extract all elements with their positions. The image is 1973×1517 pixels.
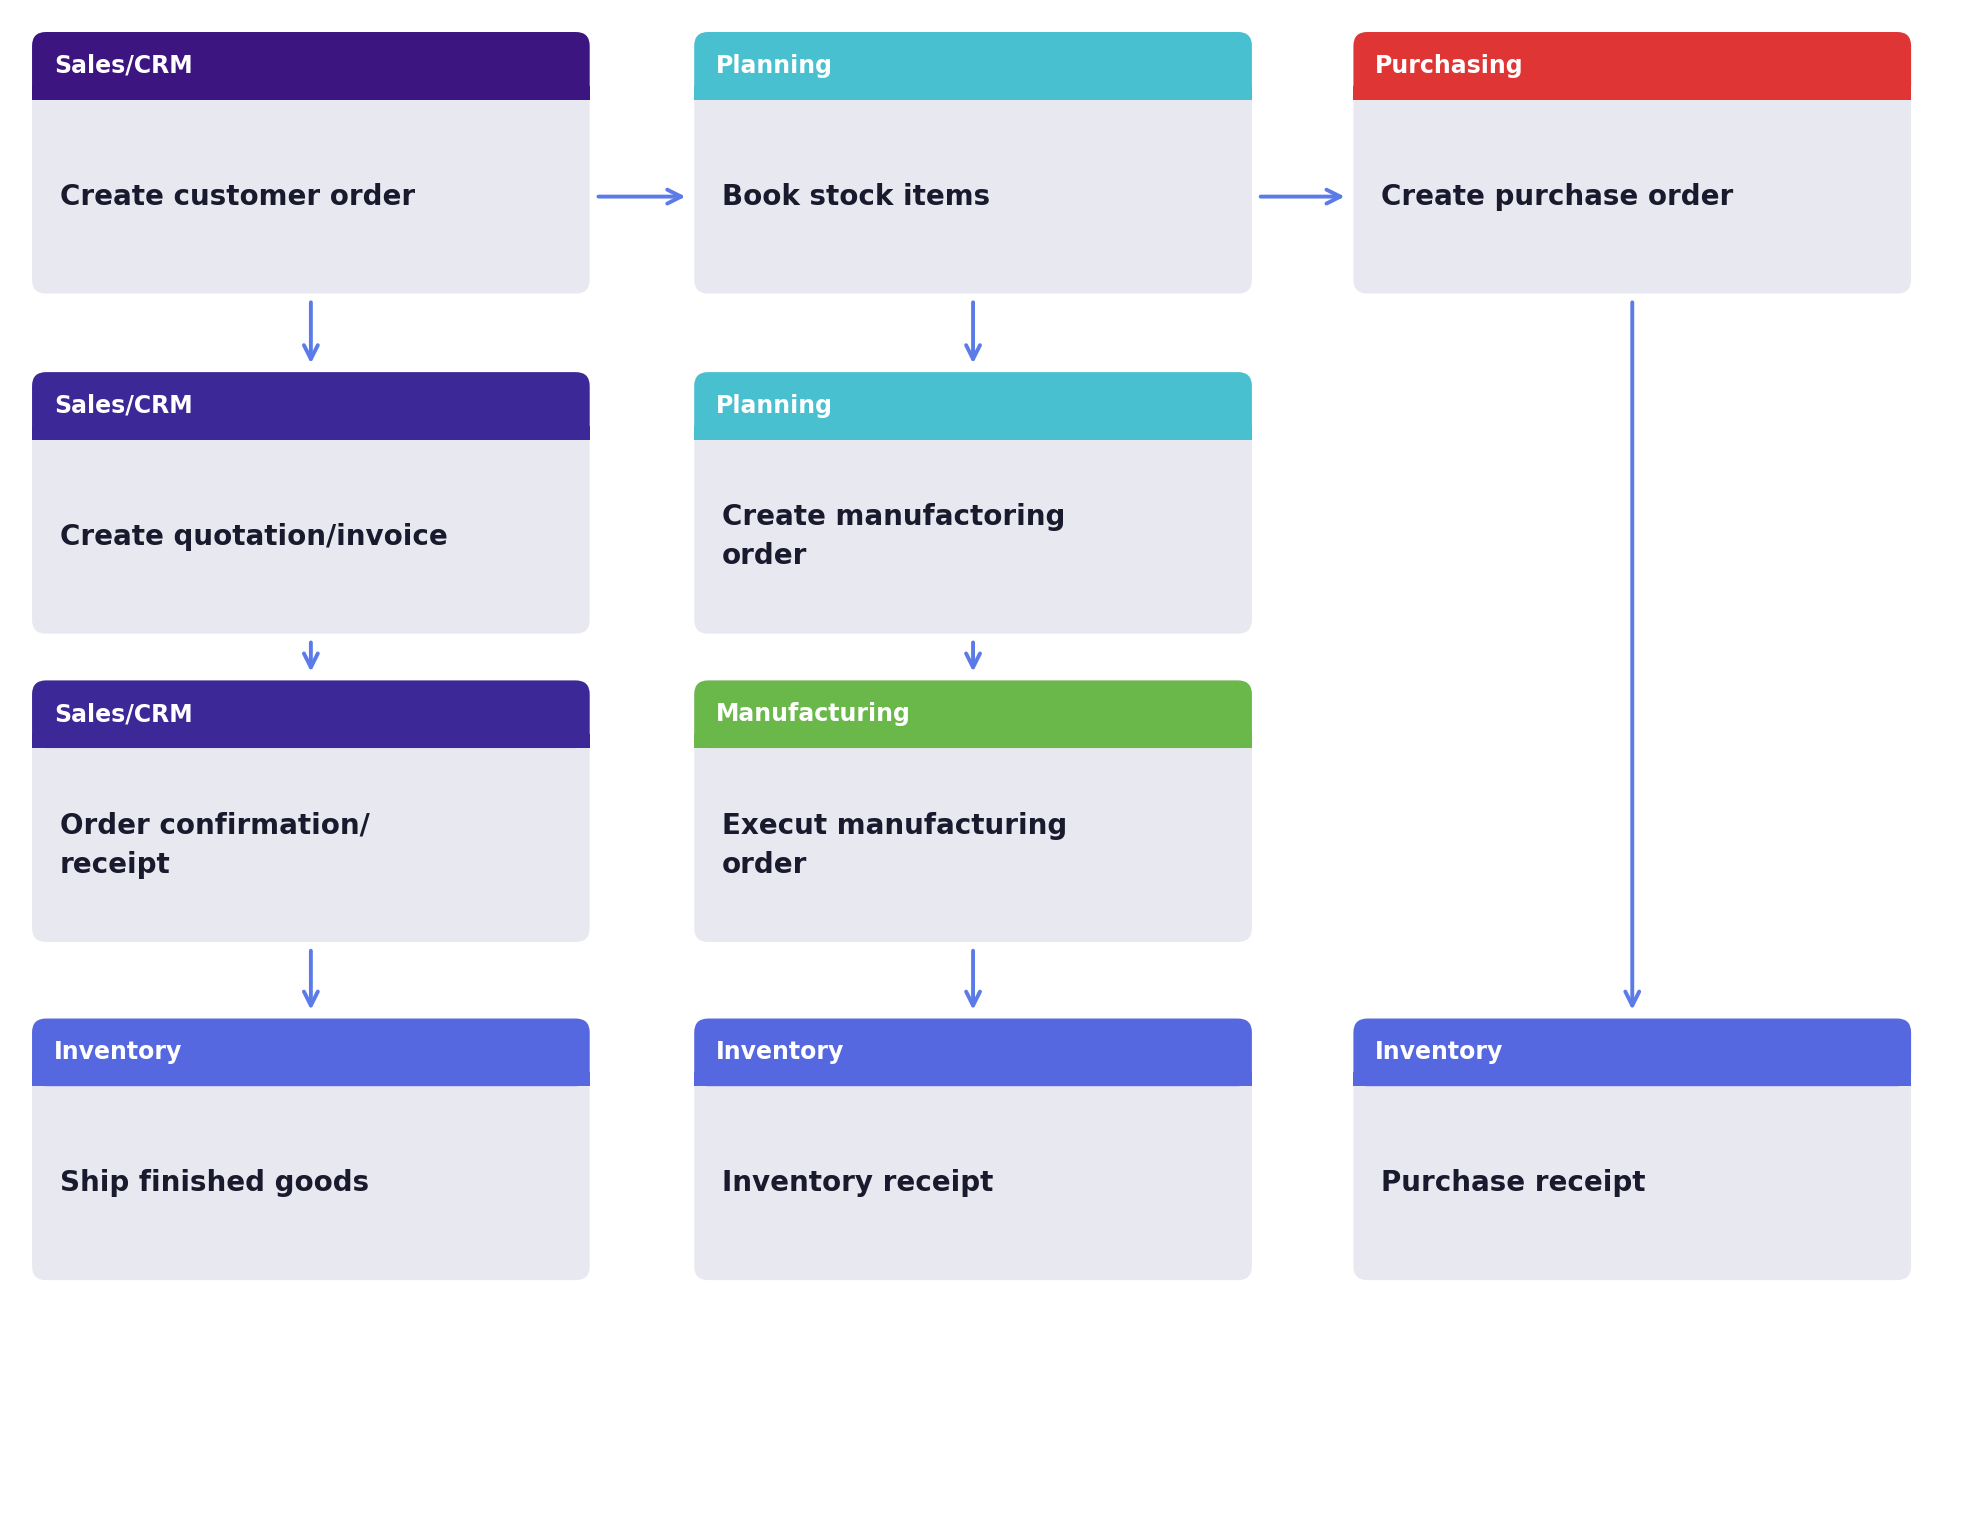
Text: Ship finished goods: Ship finished goods (59, 1170, 369, 1197)
FancyBboxPatch shape (32, 372, 590, 440)
FancyBboxPatch shape (32, 32, 590, 294)
Text: Planning: Planning (716, 394, 833, 419)
FancyBboxPatch shape (32, 1018, 590, 1086)
FancyBboxPatch shape (1353, 1018, 1910, 1086)
Text: Planning: Planning (716, 53, 833, 77)
Text: Create quotation/invoice: Create quotation/invoice (59, 523, 448, 551)
Text: Inventory: Inventory (1375, 1041, 1503, 1065)
FancyBboxPatch shape (694, 1018, 1251, 1086)
Text: Inventory: Inventory (716, 1041, 844, 1065)
FancyBboxPatch shape (32, 372, 590, 634)
FancyBboxPatch shape (1353, 32, 1910, 294)
Text: Sales/CRM: Sales/CRM (53, 394, 193, 419)
FancyBboxPatch shape (1353, 1018, 1910, 1280)
Text: Create customer order: Create customer order (59, 182, 414, 211)
FancyBboxPatch shape (694, 681, 1251, 748)
FancyBboxPatch shape (32, 32, 590, 100)
Text: Inventory: Inventory (53, 1041, 182, 1065)
Text: Sales/CRM: Sales/CRM (53, 53, 193, 77)
Text: Create purchase order: Create purchase order (1381, 182, 1732, 211)
Bar (694, 426, 1251, 440)
Bar (32, 86, 590, 100)
Bar (1353, 86, 1910, 100)
Text: Order confirmation/
receipt: Order confirmation/ receipt (59, 812, 369, 878)
FancyBboxPatch shape (32, 681, 590, 942)
Bar (694, 734, 1251, 748)
Text: Sales/CRM: Sales/CRM (53, 702, 193, 727)
Bar (694, 86, 1251, 100)
Text: Purchasing: Purchasing (1375, 53, 1523, 77)
Text: Execut manufacturing
order: Execut manufacturing order (722, 812, 1067, 878)
Bar (32, 734, 590, 748)
Bar (1353, 1073, 1910, 1086)
FancyBboxPatch shape (32, 1018, 590, 1280)
Text: Create manufactoring
order: Create manufactoring order (722, 504, 1065, 570)
FancyBboxPatch shape (694, 681, 1251, 942)
Text: Purchase receipt: Purchase receipt (1381, 1170, 1645, 1197)
Text: Manufacturing: Manufacturing (716, 702, 912, 727)
Text: Inventory receipt: Inventory receipt (722, 1170, 992, 1197)
Bar (32, 426, 590, 440)
FancyBboxPatch shape (1353, 32, 1910, 100)
FancyBboxPatch shape (694, 32, 1251, 294)
FancyBboxPatch shape (694, 372, 1251, 440)
Bar (694, 1073, 1251, 1086)
Text: Book stock items: Book stock items (722, 182, 990, 211)
FancyBboxPatch shape (694, 1018, 1251, 1280)
FancyBboxPatch shape (32, 681, 590, 748)
FancyBboxPatch shape (694, 372, 1251, 634)
Bar (32, 1073, 590, 1086)
FancyBboxPatch shape (694, 32, 1251, 100)
